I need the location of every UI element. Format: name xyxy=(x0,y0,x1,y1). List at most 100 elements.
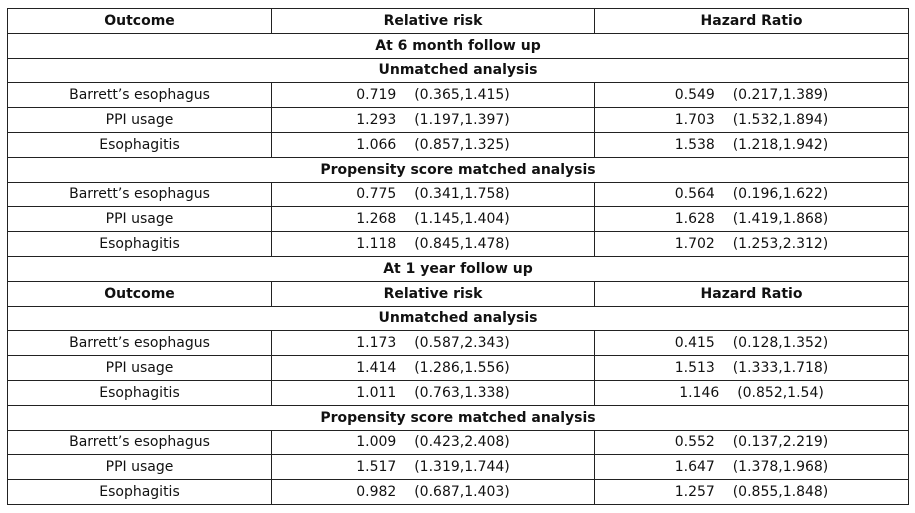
relative-risk-confidence-interval: (0.587,2.343) xyxy=(414,335,510,352)
table-row: Esophagitis 0.982 (0.687,1.403) 1.257 (0.855… xyxy=(7,479,909,505)
relative-risk-confidence-interval: (0.341,1.758) xyxy=(414,186,510,203)
outcome-cell: Barrett’s esophagus xyxy=(7,330,272,357)
relative-risk-cell: 1.011 (0.763,1.338) xyxy=(271,379,595,406)
relative-risk-confidence-interval: (0.365,1.415) xyxy=(414,87,510,104)
hazard-ratio-confidence-interval: (1.378,1.968) xyxy=(732,459,829,476)
relative-risk-cell: 1.268 (1.145,1.404) xyxy=(271,206,595,233)
relative-risk-confidence-interval: (0.857,1.325) xyxy=(414,136,510,153)
table-row: Barrett’s esophagus 1.009 (0.423,2.408) 0.5… xyxy=(7,429,909,456)
relative-risk-value: 1.011 xyxy=(356,384,397,401)
relative-risk-value: 0.719 xyxy=(356,87,397,104)
relative-risk-value: 1.066 xyxy=(356,136,397,153)
relative-risk-value: 1.009 xyxy=(356,434,397,451)
outcome-cell: Esophagitis xyxy=(7,479,272,505)
section-row: Unmatched analysis xyxy=(7,57,909,84)
relative-risk-cell: 0.775 (0.341,1.758) xyxy=(271,181,595,208)
header-hazard-ratio: Hazard Ratio xyxy=(594,280,909,307)
hazard-ratio-value: 1.257 xyxy=(674,484,715,501)
hazard-ratio-value: 1.538 xyxy=(674,136,715,153)
relative-risk-confidence-interval: (1.197,1.397) xyxy=(414,112,510,129)
hazard-ratio-cell: 1.513 (1.333,1.718) xyxy=(594,355,909,381)
outcome-cell: Barrett’s esophagus xyxy=(7,82,272,109)
hazard-ratio-cell: 1.257 (0.855,1.848) xyxy=(594,479,909,505)
section-row: Propensity score matched analysis xyxy=(7,404,909,431)
section-row: Unmatched analysis xyxy=(7,305,909,332)
hazard-ratio-cell: 1.647 (1.378,1.968) xyxy=(594,454,909,481)
relative-risk-cell: 1.173 (0.587,2.343) xyxy=(271,330,595,357)
header-relative-risk: Relative risk xyxy=(271,8,595,34)
results-table: Outcome Relative risk Hazard Ratio At 6 mon… xyxy=(7,8,909,505)
hazard-ratio-cell: 1.703 (1.532,1.894) xyxy=(594,107,909,133)
hazard-ratio-confidence-interval: (0.196,1.622) xyxy=(732,186,829,203)
section-row: At 6 month follow up xyxy=(7,32,909,59)
hazard-ratio-value: 0.564 xyxy=(674,186,715,203)
relative-risk-value: 1.293 xyxy=(356,112,397,129)
table-row: PPI usage 1.293 (1.197,1.397) 1.703 (1.532,1… xyxy=(7,107,909,133)
relative-risk-cell: 0.719 (0.365,1.415) xyxy=(271,82,595,109)
header-outcome: Outcome xyxy=(7,280,272,307)
hazard-ratio-cell: 1.628 (1.419,1.868) xyxy=(594,206,909,233)
section-label: At 1 year follow up xyxy=(7,255,909,282)
relative-risk-confidence-interval: (1.145,1.404) xyxy=(414,211,510,228)
hazard-ratio-cell: 0.564 (0.196,1.622) xyxy=(594,181,909,208)
hazard-ratio-value: 1.703 xyxy=(674,112,715,129)
hazard-ratio-value: 0.552 xyxy=(674,434,715,451)
section-row: Propensity score matched analysis xyxy=(7,156,909,183)
results-table-body: Outcome Relative risk Hazard Ratio At 6 mon… xyxy=(7,8,909,505)
hazard-ratio-confidence-interval: (1.253,2.312) xyxy=(732,236,829,253)
relative-risk-value: 1.517 xyxy=(356,459,397,476)
relative-risk-value: 1.268 xyxy=(356,211,397,228)
table-row: Esophagitis 1.066 (0.857,1.325) 1.538 (1.218… xyxy=(7,131,909,158)
relative-risk-cell: 0.982 (0.687,1.403) xyxy=(271,479,595,505)
table-row: PPI usage 1.414 (1.286,1.556) 1.513 (1.333,1… xyxy=(7,355,909,381)
relative-risk-confidence-interval: (0.687,1.403) xyxy=(414,484,510,501)
relative-risk-cell: 1.118 (0.845,1.478) xyxy=(271,231,595,257)
outcome-cell: PPI usage xyxy=(7,355,272,381)
outcome-cell: PPI usage xyxy=(7,454,272,481)
header-outcome: Outcome xyxy=(7,8,272,34)
relative-risk-confidence-interval: (0.423,2.408) xyxy=(414,434,510,451)
hazard-ratio-cell: 0.415 (0.128,1.352) xyxy=(594,330,909,357)
relative-risk-cell: 1.009 (0.423,2.408) xyxy=(271,429,595,456)
relative-risk-confidence-interval: (0.763,1.338) xyxy=(414,384,510,401)
section-label: At 6 month follow up xyxy=(7,32,909,59)
table-row: Esophagitis 1.011 (0.763,1.338) 1.146 (0.852… xyxy=(7,379,909,406)
hazard-ratio-confidence-interval: (1.218,1.942) xyxy=(732,136,829,153)
outcome-cell: PPI usage xyxy=(7,107,272,133)
outcome-cell: PPI usage xyxy=(7,206,272,233)
section-row: At 1 year follow up xyxy=(7,255,909,282)
section-label: Unmatched analysis xyxy=(7,305,909,332)
relative-risk-confidence-interval: (1.286,1.556) xyxy=(414,360,510,377)
hazard-ratio-value: 0.549 xyxy=(674,87,715,104)
table-row: Barrett’s esophagus 1.173 (0.587,2.343) 0.4… xyxy=(7,330,909,357)
hazard-ratio-value: 1.628 xyxy=(674,211,715,228)
hazard-ratio-cell: 0.549 (0.217,1.389) xyxy=(594,82,909,109)
relative-risk-value: 1.173 xyxy=(356,335,397,352)
relative-risk-value: 0.982 xyxy=(356,484,397,501)
relative-risk-cell: 1.414 (1.286,1.556) xyxy=(271,355,595,381)
hazard-ratio-cell: 1.146 (0.852,1.54) xyxy=(594,379,909,406)
header-relative-risk: Relative risk xyxy=(271,280,595,307)
table-row: Barrett’s esophagus 0.719 (0.365,1.415) 0.5… xyxy=(7,82,909,109)
relative-risk-value: 1.414 xyxy=(356,360,397,377)
table-row: Barrett’s esophagus 0.775 (0.341,1.758) 0.5… xyxy=(7,181,909,208)
relative-risk-confidence-interval: (1.319,1.744) xyxy=(414,459,510,476)
hazard-ratio-confidence-interval: (0.128,1.352) xyxy=(732,335,829,352)
outcome-cell: Esophagitis xyxy=(7,231,272,257)
hazard-ratio-cell: 0.552 (0.137,2.219) xyxy=(594,429,909,456)
relative-risk-value: 0.775 xyxy=(356,186,397,203)
relative-risk-cell: 1.066 (0.857,1.325) xyxy=(271,131,595,158)
hazard-ratio-confidence-interval: (1.419,1.868) xyxy=(732,211,829,228)
hazard-ratio-cell: 1.702 (1.253,2.312) xyxy=(594,231,909,257)
hazard-ratio-value: 1.702 xyxy=(674,236,715,253)
relative-risk-cell: 1.517 (1.319,1.744) xyxy=(271,454,595,481)
section-label: Propensity score matched analysis xyxy=(7,156,909,183)
hazard-ratio-value: 0.415 xyxy=(674,335,715,352)
hazard-ratio-confidence-interval: (0.855,1.848) xyxy=(732,484,829,501)
section-label: Propensity score matched analysis xyxy=(7,404,909,431)
hazard-ratio-confidence-interval: (0.217,1.389) xyxy=(732,87,829,104)
header-hazard-ratio: Hazard Ratio xyxy=(594,8,909,34)
hazard-ratio-value: 1.513 xyxy=(674,360,715,377)
table-row: Esophagitis 1.118 (0.845,1.478) 1.702 (1.253… xyxy=(7,231,909,257)
hazard-ratio-value: 1.647 xyxy=(674,459,715,476)
